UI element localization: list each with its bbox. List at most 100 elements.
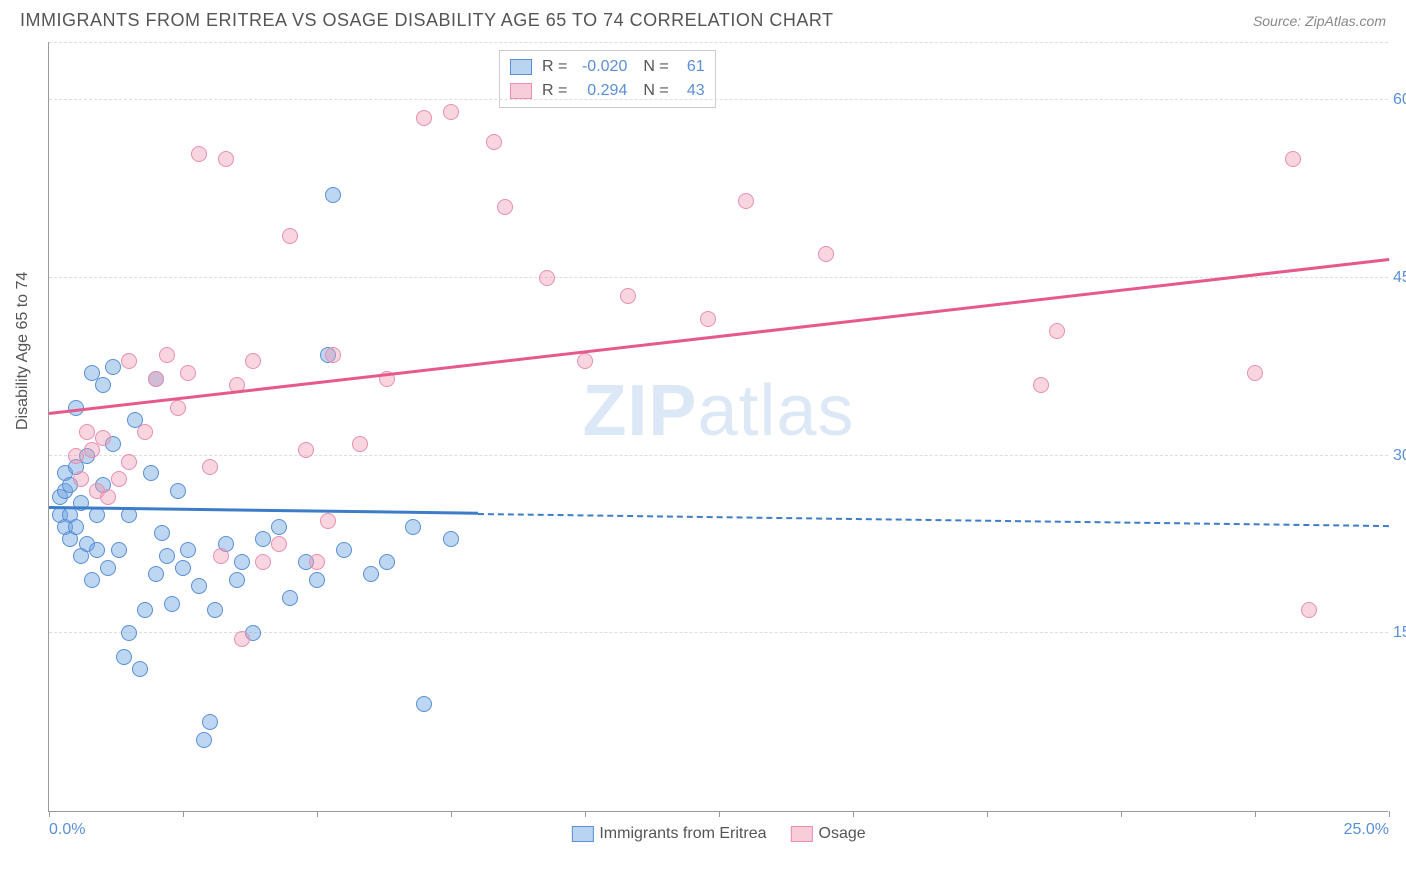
x-tick <box>719 811 720 817</box>
y-axis-label: Disability Age 65 to 74 <box>14 272 32 430</box>
data-point <box>255 554 271 570</box>
data-point <box>180 542 196 558</box>
x-tick <box>49 811 50 817</box>
data-point <box>159 347 175 363</box>
data-point <box>213 548 229 564</box>
data-point <box>121 353 137 369</box>
x-tick <box>1255 811 1256 817</box>
data-point <box>379 554 395 570</box>
data-point <box>79 424 95 440</box>
data-point <box>73 471 89 487</box>
data-point <box>159 548 175 564</box>
data-point <box>132 661 148 677</box>
data-point <box>325 347 341 363</box>
data-point <box>137 424 153 440</box>
data-point <box>180 365 196 381</box>
data-point <box>620 288 636 304</box>
data-point <box>486 134 502 150</box>
scatter-plot-area: ZIPatlas R = -0.020 N = 61 R = 0.294 N =… <box>48 42 1388 812</box>
data-point <box>100 560 116 576</box>
data-point <box>336 542 352 558</box>
data-point <box>105 359 121 375</box>
x-tick <box>585 811 586 817</box>
data-point <box>202 459 218 475</box>
data-point <box>320 513 336 529</box>
swatch-icon <box>510 59 532 75</box>
data-point <box>164 596 180 612</box>
data-point <box>1301 602 1317 618</box>
data-point <box>89 507 105 523</box>
series-legend: Immigrants from Eritrea Osage <box>571 825 865 843</box>
chart-title: IMMIGRANTS FROM ERITREA VS OSAGE DISABIL… <box>20 10 834 31</box>
data-point <box>175 560 191 576</box>
y-tick-label: 45.0% <box>1393 269 1406 287</box>
legend-item-series-1: Osage <box>791 825 866 843</box>
data-point <box>282 228 298 244</box>
gridline <box>49 277 1388 278</box>
data-point <box>207 602 223 618</box>
data-point <box>196 732 212 748</box>
data-point <box>234 554 250 570</box>
data-point <box>271 519 287 535</box>
data-point <box>111 471 127 487</box>
x-tick <box>987 811 988 817</box>
data-point <box>143 465 159 481</box>
data-point <box>148 371 164 387</box>
data-point <box>100 489 116 505</box>
data-point <box>234 631 250 647</box>
data-point <box>325 187 341 203</box>
data-point <box>416 110 432 126</box>
trend-line <box>49 258 1389 414</box>
data-point <box>170 400 186 416</box>
swatch-icon <box>510 83 532 99</box>
data-point <box>443 104 459 120</box>
data-point <box>111 542 127 558</box>
data-point <box>416 696 432 712</box>
data-point <box>443 531 459 547</box>
y-tick-label: 15.0% <box>1393 624 1406 642</box>
data-point <box>121 454 137 470</box>
gridline <box>49 455 1388 456</box>
data-point <box>738 193 754 209</box>
x-tick <box>853 811 854 817</box>
data-point <box>170 483 186 499</box>
data-point <box>363 566 379 582</box>
data-point <box>1033 377 1049 393</box>
x-tick-label: 0.0% <box>49 821 85 839</box>
data-point <box>191 146 207 162</box>
data-point <box>1049 323 1065 339</box>
data-point <box>539 270 555 286</box>
trend-line <box>478 513 1389 527</box>
data-point <box>309 554 325 570</box>
data-point <box>1285 151 1301 167</box>
data-point <box>255 531 271 547</box>
data-point <box>116 649 132 665</box>
watermark: ZIPatlas <box>582 370 854 452</box>
x-tick <box>183 811 184 817</box>
data-point <box>68 448 84 464</box>
data-point <box>352 436 368 452</box>
swatch-icon <box>791 826 813 842</box>
data-point <box>245 353 261 369</box>
data-point <box>818 246 834 262</box>
data-point <box>84 572 100 588</box>
data-point <box>218 151 234 167</box>
gridline <box>49 42 1388 43</box>
x-tick <box>1389 811 1390 817</box>
data-point <box>577 353 593 369</box>
x-tick <box>317 811 318 817</box>
data-point <box>202 714 218 730</box>
data-point <box>154 525 170 541</box>
gridline <box>49 99 1388 100</box>
data-point <box>309 572 325 588</box>
data-point <box>497 199 513 215</box>
legend-row-series-0: R = -0.020 N = 61 <box>510 55 705 79</box>
x-tick-label: 25.0% <box>1344 821 1389 839</box>
data-point <box>137 602 153 618</box>
data-point <box>89 542 105 558</box>
data-point <box>191 578 207 594</box>
data-point <box>700 311 716 327</box>
y-tick-label: 30.0% <box>1393 447 1406 465</box>
data-point <box>1247 365 1263 381</box>
data-point <box>405 519 421 535</box>
